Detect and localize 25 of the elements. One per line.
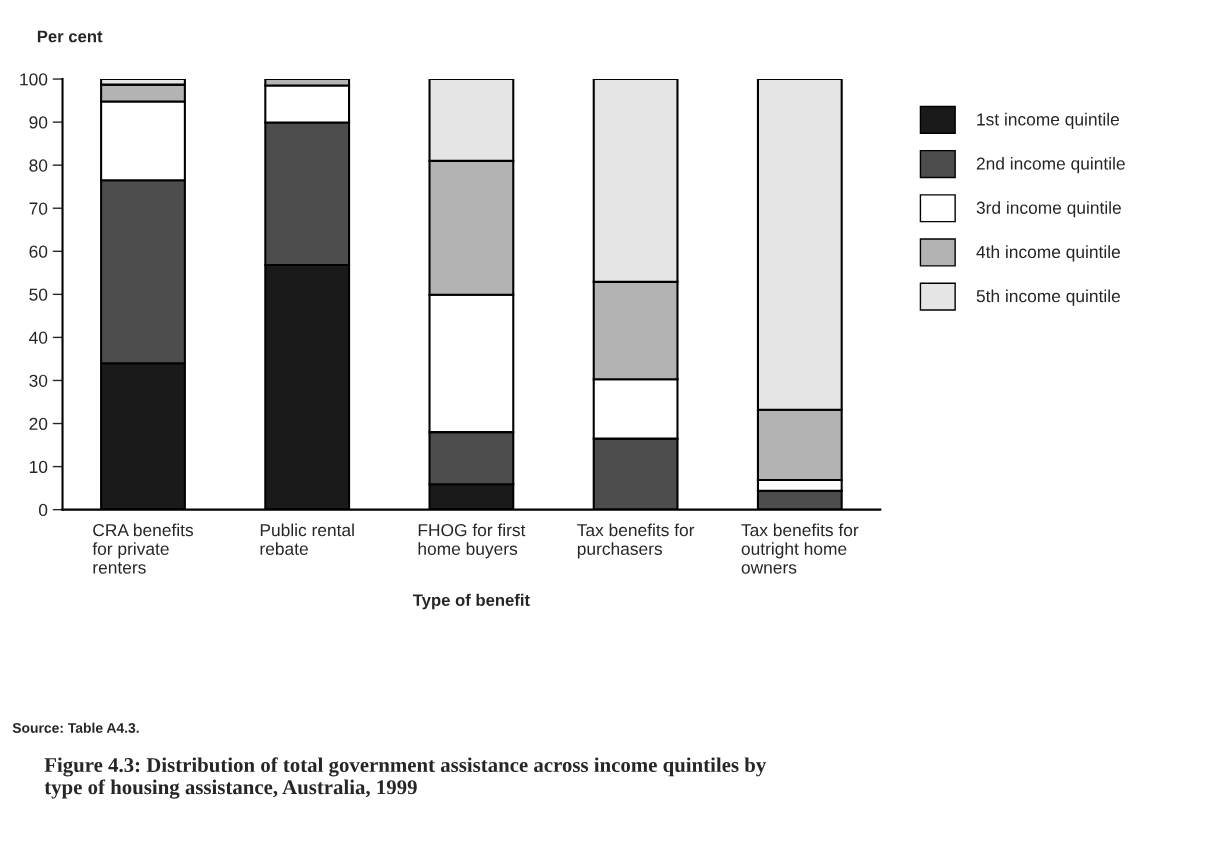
y-tick-label: 40 xyxy=(29,331,48,344)
source-note: Source: Table A4.3. xyxy=(12,722,139,733)
y-tick-label: 10 xyxy=(29,460,48,474)
legend-label: 1st income quintile xyxy=(977,112,1119,129)
x-tick-label: FHOG for first home buyers xyxy=(418,523,526,559)
text: Figure 4.3: Distribution of total government assistance across income quintiles by type of housing assistance, Australia, 1999 xyxy=(44,757,767,799)
legend-label: 2nd income quintile xyxy=(976,156,1125,174)
y-tick-label: 0 xyxy=(38,503,48,517)
x-tick-label: Public rental rebate xyxy=(260,523,354,555)
x-tick-label: CRA benefits for private renters xyxy=(92,523,194,574)
y-tick-label: 20 xyxy=(29,417,48,430)
x-tick-label: Tax benefits for purchasers xyxy=(577,523,695,559)
y-tick-label: 60 xyxy=(29,245,48,258)
legend-label: 3rd income quintile xyxy=(976,201,1121,218)
legend-label: 4th income quintile xyxy=(976,245,1120,262)
y-axis-title: Per cent xyxy=(37,30,103,43)
y-tick-label: 80 xyxy=(29,159,48,172)
y-tick-label: 70 xyxy=(29,202,48,215)
x-axis-title: Type of benefit xyxy=(412,593,530,610)
y-tick-label: 90 xyxy=(29,116,48,129)
legend-label: 5th income quintile xyxy=(976,289,1120,306)
y-tick-label: 30 xyxy=(29,374,48,387)
x-tick-label: Tax benefits for outright home owners xyxy=(741,523,859,574)
y-tick-label: 50 xyxy=(29,288,48,301)
y-tick-label: 100 xyxy=(20,73,48,86)
